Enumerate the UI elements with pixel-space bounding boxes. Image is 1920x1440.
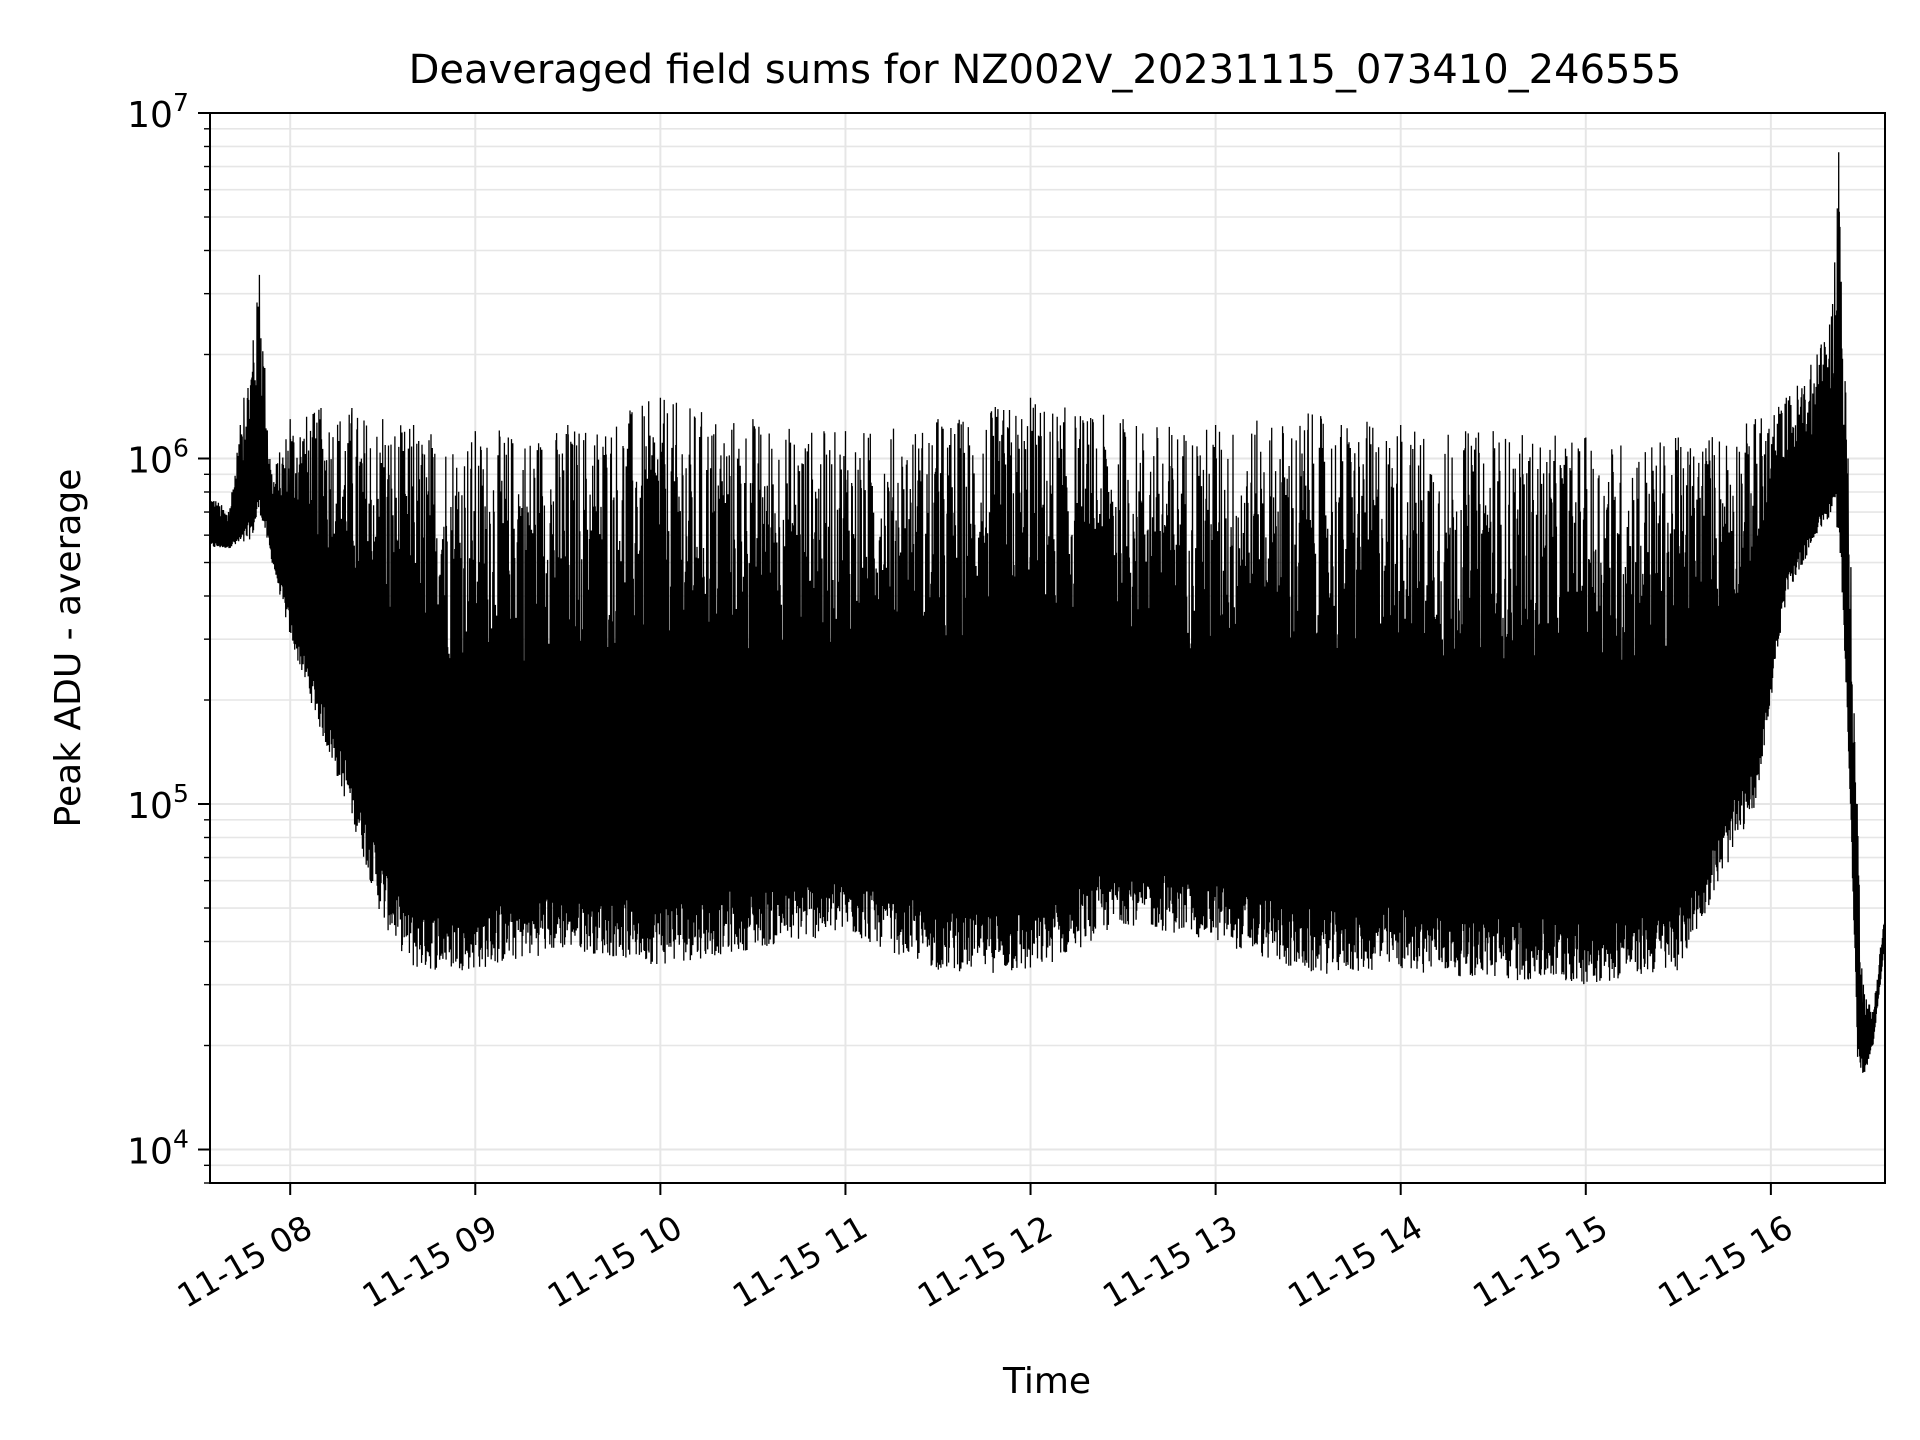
x-axis-label: Time xyxy=(1002,1361,1091,1402)
x-axis-ticks: 11-15 08 11-15 09 11-15 10 11-15 11 11-15 12… xyxy=(171,1183,1799,1316)
x-tick-label: 11-15 10 xyxy=(541,1208,689,1316)
series-line xyxy=(209,152,1886,1073)
chart-title: Deaveraged field sums for NZ002V_2023111… xyxy=(409,47,1682,93)
y-tick-label: 104 xyxy=(127,1125,189,1173)
x-tick-label: 11-15 11 xyxy=(726,1208,874,1316)
y-tick-label: 106 xyxy=(127,434,189,482)
x-tick-label: 11-15 14 xyxy=(1281,1208,1429,1316)
y-tick-label: 105 xyxy=(127,779,189,827)
plot-frame xyxy=(209,112,1886,1184)
x-tick-label: 11-15 16 xyxy=(1651,1208,1799,1316)
data-trace xyxy=(209,152,1886,1073)
y-tick-label: 107 xyxy=(127,88,189,136)
x-tick-label: 11-15 12 xyxy=(911,1208,1059,1316)
x-tick-label: 11-15 15 xyxy=(1466,1208,1614,1316)
y-axis-ticks: 104 105 106 107 xyxy=(127,88,210,1184)
x-tick-label: 11-15 13 xyxy=(1096,1208,1244,1316)
x-tick-label: 11-15 08 xyxy=(171,1208,319,1316)
y-axis-label: Peak ADU - average xyxy=(48,469,89,828)
x-tick-label: 11-15 09 xyxy=(356,1208,504,1316)
